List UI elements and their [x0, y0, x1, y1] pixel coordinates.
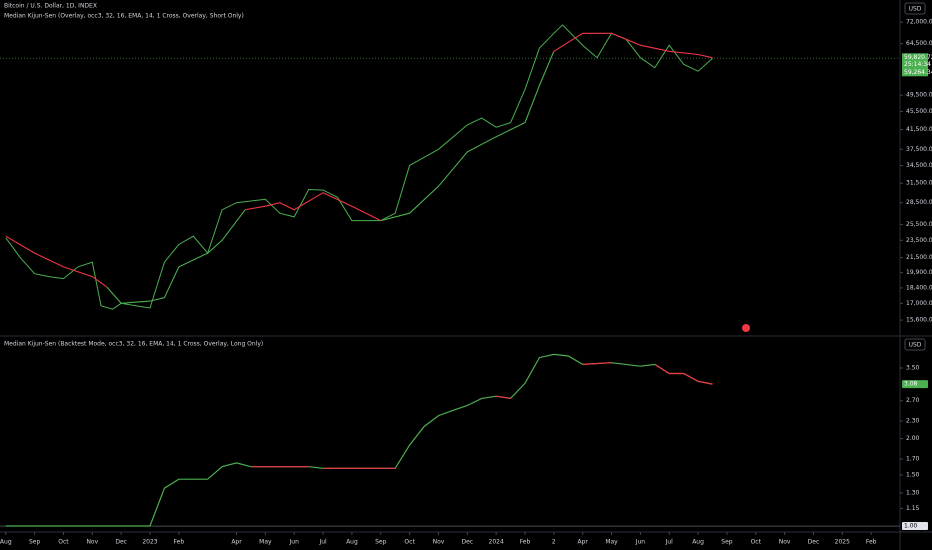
x-tick-label: Dec [115, 539, 127, 546]
y-tick-label: 1.70 [906, 456, 920, 463]
x-tick-label: 2023 [142, 539, 157, 546]
countdown: 25:14:34 [904, 61, 931, 68]
series-line [5, 235, 108, 288]
x-tick-label: Oct [404, 539, 415, 546]
x-tick-label: May [605, 539, 618, 546]
currency-button[interactable] [904, 2, 926, 15]
series-line [380, 51, 555, 222]
prev-close: 59,264.34 [904, 69, 932, 76]
y-tick-label: 45,500.00 [906, 108, 932, 115]
y-tick-label: 2.70 [906, 397, 920, 404]
indicator-title: Median Kijun-Sen (Overlay, occ3, 32, 16,… [4, 13, 244, 20]
x-tick-label: 2 [552, 539, 556, 546]
y-tick-label: 28,500.00 [906, 199, 932, 206]
y-tick-label: 41,500.00 [906, 126, 932, 133]
x-tick-label: 2024 [489, 539, 504, 546]
x-tick-label: Dec [461, 539, 473, 546]
x-tick-label: Aug [346, 539, 358, 546]
event-marker[interactable] [742, 324, 750, 332]
x-tick-label: Sep [375, 539, 387, 546]
y-tick-label: 64,500.00 [906, 40, 932, 47]
y-tick-label: 23,500.00 [906, 237, 932, 244]
equity-base-bg [902, 522, 928, 531]
y-tick-label: 18,400.00 [906, 284, 932, 291]
y-tick-label: 19,900.00 [906, 269, 932, 276]
price-tag-bg [902, 53, 928, 71]
y-tick-label: 1.30 [906, 489, 920, 496]
x-tick-label: Jun [289, 539, 300, 546]
equity-last: 3.08 [904, 381, 918, 388]
x-tick-label: Feb [866, 539, 877, 546]
x-tick-label: Apr [577, 539, 588, 546]
backtest-title: Median Kijun-Sen (Backtest Mode, occ3, 3… [4, 341, 263, 348]
x-tick-label: Feb [174, 539, 185, 546]
x-tick-label: Aug [692, 539, 704, 546]
x-tick-label: May [259, 539, 272, 546]
series-line [106, 209, 246, 304]
y-tick-label: 2.00 [906, 435, 920, 442]
x-tick-label: Nov [433, 539, 445, 546]
y-tick-label: 31,500.00 [906, 180, 932, 187]
x-tick-label: Jun [635, 539, 646, 546]
y-tick-label: 1.15 [906, 505, 920, 512]
x-tick-label: Aug [0, 539, 12, 546]
currency-bottom[interactable]: USD [909, 342, 922, 349]
y-tick-label: 34,500.00 [906, 162, 932, 169]
series-line [245, 192, 382, 222]
x-tick-label: Apr [231, 539, 242, 546]
currency-button[interactable] [904, 338, 926, 351]
series-line [251, 362, 713, 469]
series-line [5, 24, 713, 310]
x-tick-label: Oct [751, 539, 762, 546]
symbol-title: Bitcoin / U.S. Dollar, 1D, INDEX [4, 3, 97, 10]
y-tick-label: 3.50 [906, 365, 920, 372]
x-tick-label: Jul [665, 539, 674, 546]
y-tick-label: 15,600.00 [906, 317, 932, 324]
currency-top[interactable]: USD [909, 6, 922, 13]
last-price: 59,820.72 [904, 54, 932, 61]
y-tick-label: 21,500.00 [906, 254, 932, 261]
equity-last-bg [902, 380, 928, 389]
x-tick-label: Sep [721, 539, 733, 546]
x-tick-label: 2025 [835, 539, 850, 546]
equity-base: 1.00 [904, 523, 918, 530]
prev-close-bg [902, 68, 928, 77]
y-tick-label: 37,500.00 [906, 146, 932, 153]
x-tick-label: Oct [58, 539, 69, 546]
series-line [5, 353, 713, 527]
x-tick-label: Sep [29, 539, 41, 546]
y-tick-label: 17,000.00 [906, 300, 932, 307]
y-tick-label: 25,500.00 [906, 221, 932, 228]
x-tick-label: Feb [520, 539, 531, 546]
y-tick-label: 49,500.00 [906, 92, 932, 99]
x-tick-label: Nov [86, 539, 98, 546]
x-tick-label: Dec [808, 539, 820, 546]
series-line [553, 32, 713, 59]
x-tick-label: Nov [779, 539, 791, 546]
y-tick-label: 2.30 [906, 417, 920, 424]
y-tick-label: 1.50 [906, 471, 920, 478]
x-tick-label: Jul [318, 539, 327, 546]
y-tick-label: 72,000.00 [906, 19, 932, 26]
